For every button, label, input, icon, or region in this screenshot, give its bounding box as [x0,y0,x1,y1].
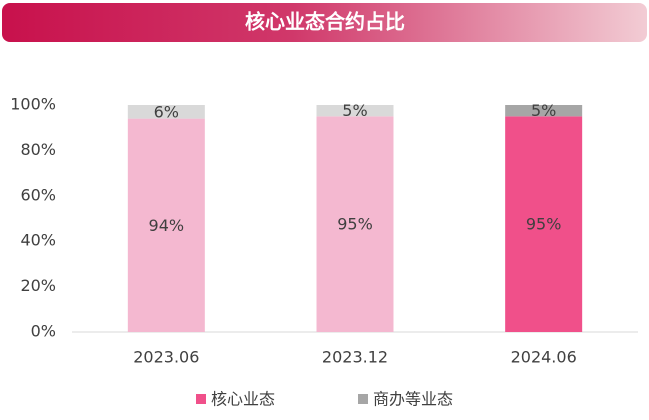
data-label: 95% [526,215,562,234]
bar-segment [127,105,205,119]
x-tick-label: 2023.12 [322,348,388,367]
legend-swatch [196,394,206,404]
bar-segment [316,105,394,117]
y-tick-label: 20% [20,276,56,295]
data-label: 95% [337,215,373,234]
bar-segment [505,105,583,117]
chart-title: 核心业态合约占比 [245,10,405,34]
y-tick-label: 60% [20,185,56,204]
y-tick-label: 80% [20,140,56,159]
legend-label: 核心业态 [211,390,275,409]
data-label: 5% [531,101,556,120]
y-tick-label: 0% [31,322,56,341]
x-tick-label: 2024.06 [511,348,577,367]
y-tick-label: 100% [10,95,56,114]
data-label: 5% [342,101,367,120]
title-banner [2,3,647,42]
bar-segment [127,118,205,333]
y-tick-label: 40% [20,231,56,250]
legend-label: 商办等业态 [373,390,453,409]
x-tick-label: 2023.06 [133,348,199,367]
bar-segment [505,116,583,332]
data-label: 94% [149,216,185,235]
bar-segment [316,116,394,332]
legend-swatch [358,394,368,404]
data-label: 6% [154,102,179,121]
